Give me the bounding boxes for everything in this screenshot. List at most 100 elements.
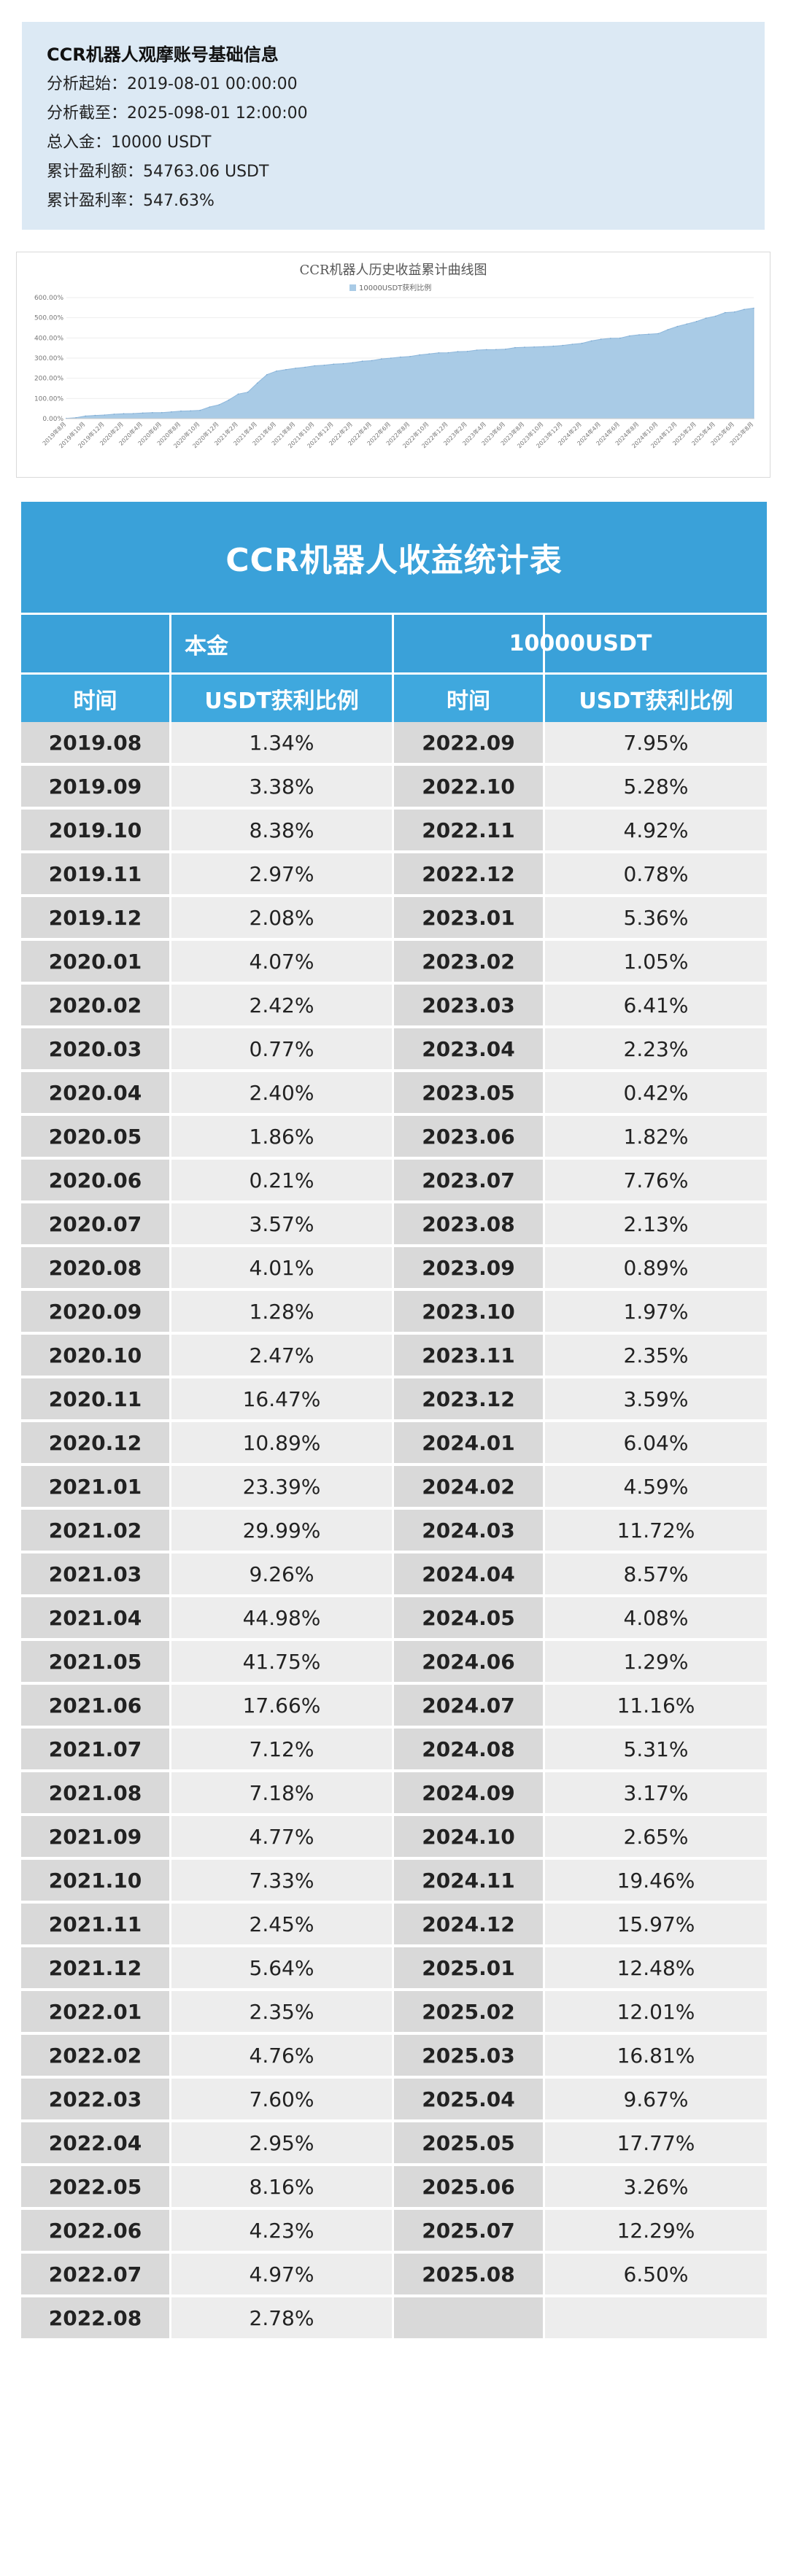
table-cell-date: 2022.10 bbox=[394, 766, 543, 810]
table-cell-ratio: 11.72% bbox=[545, 1510, 767, 1553]
data-point bbox=[457, 351, 459, 352]
data-point bbox=[75, 416, 77, 419]
profit-stats-table: CCR机器人收益统计表 本金 10000USDT 时间 USDT获利比例 时间 … bbox=[21, 502, 767, 2553]
table-cell-ratio: 11.16% bbox=[545, 1685, 767, 1729]
data-point bbox=[743, 309, 745, 311]
table-cell-ratio: 3.38% bbox=[171, 766, 392, 810]
column-headers: 时间 USDT获利比例 时间 USDT获利比例 bbox=[21, 672, 767, 722]
table-cell-date: 2022.08 bbox=[21, 2297, 169, 2341]
table-cell-date: 2024.12 bbox=[394, 1904, 543, 1947]
table-cell-date: 2020.10 bbox=[21, 1335, 169, 1378]
table-cell-date: 2022.01 bbox=[21, 1991, 169, 2035]
table-cell-ratio: 16.81% bbox=[545, 2035, 767, 2079]
data-point bbox=[571, 344, 573, 345]
table-cell-date: 2025.02 bbox=[394, 1991, 543, 2035]
info-value: 54763.06 USDT bbox=[143, 163, 269, 181]
table-cell-ratio: 2.35% bbox=[545, 1335, 767, 1378]
data-point bbox=[85, 415, 86, 417]
table-cell-date: 2021.04 bbox=[21, 1597, 169, 1641]
table-cell-ratio: 12.48% bbox=[545, 1947, 767, 1991]
info-label: 累计盈利率： bbox=[47, 192, 144, 210]
table-cell-date: 2022.11 bbox=[394, 810, 543, 853]
table-cell-date: 2021.06 bbox=[21, 1685, 169, 1729]
data-point bbox=[247, 391, 249, 393]
table-cell-ratio: 2.35% bbox=[171, 1991, 392, 2035]
table-cell-ratio: 2.08% bbox=[171, 897, 392, 941]
table-cell-date: 2023.10 bbox=[394, 1291, 543, 1335]
data-point bbox=[295, 368, 296, 369]
data-point bbox=[485, 349, 487, 351]
table-cell-ratio: 4.01% bbox=[171, 1247, 392, 1291]
table-cell-ratio: 10.89% bbox=[171, 1422, 392, 1466]
table-cell-ratio: 1.82% bbox=[545, 1116, 767, 1160]
data-point bbox=[610, 338, 611, 339]
principal-label: 本金 bbox=[21, 613, 392, 672]
table-cell-ratio: 0.42% bbox=[545, 1072, 767, 1116]
data-point bbox=[552, 345, 555, 347]
info-title: CCR机器人观摩账号基础信息 bbox=[47, 44, 279, 65]
info-line-end: 分析截至：2025-098-01 12:00:00 bbox=[47, 99, 740, 128]
table-cell-date: 2020.04 bbox=[21, 1072, 169, 1116]
table-cell-date: 2021.01 bbox=[21, 1466, 169, 1510]
table-cell-ratio: 1.28% bbox=[171, 1291, 392, 1335]
table-cell-date: 2020.03 bbox=[21, 1028, 169, 1072]
data-point bbox=[714, 315, 716, 317]
data-point bbox=[314, 365, 316, 367]
header-ratio-right: USDT获利比例 bbox=[545, 672, 767, 722]
data-point bbox=[266, 373, 268, 376]
data-point bbox=[600, 338, 602, 340]
table-cell-date: 2025.06 bbox=[394, 2166, 543, 2210]
y-tick-label: 100.00% bbox=[34, 395, 63, 403]
table-cell-date: 2020.09 bbox=[21, 1291, 169, 1335]
data-point bbox=[161, 411, 163, 414]
principal-row: 本金 10000USDT bbox=[21, 613, 767, 672]
table-cell-date: 2019.08 bbox=[21, 722, 169, 766]
table-cell-ratio: 4.77% bbox=[171, 1816, 392, 1860]
info-line-rate: 累计盈利率：547.63% bbox=[47, 187, 740, 216]
table-cell-ratio: 29.99% bbox=[171, 1510, 392, 1553]
table-cell-date: 2022.04 bbox=[21, 2122, 169, 2166]
table-cell-ratio: 3.17% bbox=[545, 1772, 767, 1816]
table-cell-date: 2023.01 bbox=[394, 897, 543, 941]
y-tick-label: 600.00% bbox=[34, 295, 63, 302]
table-cell-ratio: 0.89% bbox=[545, 1247, 767, 1291]
series-area bbox=[66, 307, 754, 419]
data-point bbox=[171, 411, 172, 413]
table-cell-ratio: 8.38% bbox=[171, 810, 392, 853]
chart-legend: 10000USDT获利比例 bbox=[349, 283, 431, 292]
table-cell-date: 2020.06 bbox=[21, 1160, 169, 1203]
table-cell-date: 2021.10 bbox=[21, 1860, 169, 1904]
table-cell-ratio: 12.01% bbox=[545, 1991, 767, 2035]
table-cell-ratio: 2.97% bbox=[171, 853, 392, 897]
principal-value: 10000USDT bbox=[394, 613, 767, 672]
data-point bbox=[695, 321, 698, 322]
table-cell-date: 2021.02 bbox=[21, 1510, 169, 1553]
table-cell-date: 2020.02 bbox=[21, 985, 169, 1028]
table-cell-date: 2023.02 bbox=[394, 941, 543, 985]
info-value: 2019-08-01 00:00:00 bbox=[127, 75, 298, 93]
y-tick-label: 300.00% bbox=[34, 355, 63, 362]
data-point bbox=[629, 335, 630, 337]
table-cell-ratio: 8.57% bbox=[545, 1553, 767, 1597]
table-cell-date: 2022.02 bbox=[21, 2035, 169, 2079]
x-axis: 2019年8月2019年10月2019年12月2020年2月2020年4月202… bbox=[41, 420, 754, 449]
table-cell-ratio: 2.45% bbox=[171, 1904, 392, 1947]
table-cell-date: 2023.12 bbox=[394, 1378, 543, 1422]
data-point bbox=[237, 393, 239, 395]
column-divider bbox=[169, 613, 171, 2553]
header-time-left: 时间 bbox=[21, 672, 169, 722]
table-cell-date: 2023.08 bbox=[394, 1203, 543, 1247]
table-cell-ratio: 17.77% bbox=[545, 2122, 767, 2166]
info-label: 分析起始： bbox=[47, 75, 128, 93]
header-time-right: 时间 bbox=[394, 672, 543, 722]
header-ratio-left: USDT获利比例 bbox=[171, 672, 392, 722]
table-cell-date: 2024.08 bbox=[394, 1729, 543, 1772]
table-cell-ratio: 6.41% bbox=[545, 985, 767, 1028]
table-cell-date: 2022.07 bbox=[21, 2254, 169, 2297]
table-cell-date: 2024.07 bbox=[394, 1685, 543, 1729]
table-cell-date: 2021.05 bbox=[21, 1641, 169, 1685]
table-cell-date: 2024.06 bbox=[394, 1641, 543, 1685]
table-cell-ratio: 9.26% bbox=[171, 1553, 392, 1597]
table-title: CCR机器人收益统计表 bbox=[21, 502, 767, 613]
data-point bbox=[132, 413, 134, 414]
